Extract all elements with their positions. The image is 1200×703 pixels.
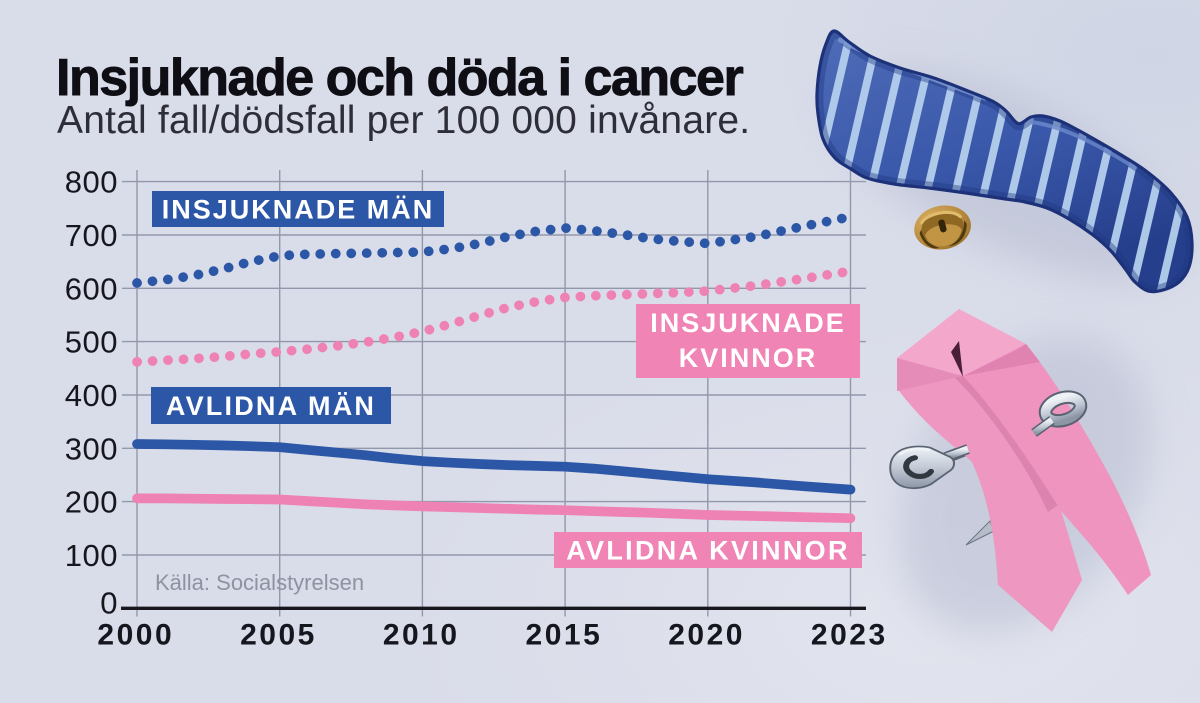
svg-text:200: 200: [65, 485, 118, 520]
svg-text:100: 100: [65, 538, 118, 573]
svg-text:Insjuknade och döda i cancer: Insjuknade och döda i cancer: [56, 49, 743, 107]
svg-text:Antal fall/dödsfall per 100 00: Antal fall/dödsfall per 100 000 invånare…: [57, 99, 750, 142]
svg-text:KVINNOR: KVINNOR: [679, 343, 818, 373]
svg-text:400: 400: [65, 378, 118, 413]
svg-text:2010: 2010: [383, 619, 460, 652]
svg-text:600: 600: [65, 271, 118, 306]
svg-text:INSJUKNADE MÄN: INSJUKNADE MÄN: [162, 195, 435, 225]
svg-text:300: 300: [65, 431, 118, 466]
svg-text:800: 800: [65, 165, 118, 200]
svg-text:2020: 2020: [668, 619, 745, 652]
svg-text:2015: 2015: [526, 619, 603, 652]
svg-text:2023: 2023: [811, 619, 888, 652]
svg-text:AVLIDNA KVINNOR: AVLIDNA KVINNOR: [566, 536, 850, 566]
svg-text:AVLIDNA MÄN: AVLIDNA MÄN: [166, 391, 376, 421]
svg-text:Källa: Socialstyrelsen: Källa: Socialstyrelsen: [155, 570, 364, 595]
svg-text:500: 500: [65, 325, 118, 360]
svg-text:0: 0: [100, 585, 118, 620]
svg-text:INSJUKNADE: INSJUKNADE: [650, 308, 846, 338]
svg-text:2005: 2005: [240, 619, 317, 652]
svg-text:700: 700: [65, 218, 118, 253]
svg-text:2000: 2000: [97, 619, 174, 652]
